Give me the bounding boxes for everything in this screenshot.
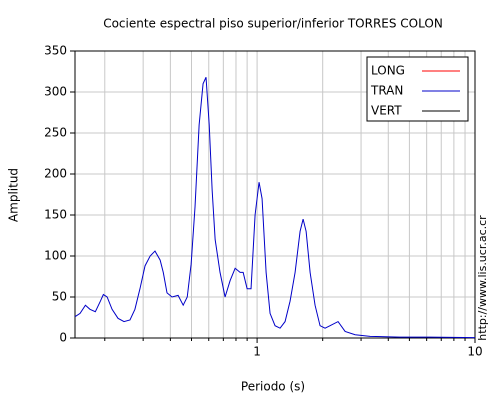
legend-box xyxy=(366,56,469,122)
y-tick-label: 300 xyxy=(44,85,67,99)
x-tick-label: 10 xyxy=(467,345,482,359)
y-axis-label: Amplitud xyxy=(7,168,21,222)
legend-label: VERT xyxy=(371,104,402,118)
legend-label: LONG xyxy=(371,64,405,78)
plot-frame xyxy=(74,50,476,339)
y-tick-label: 250 xyxy=(44,126,67,140)
y-tick-label: 150 xyxy=(44,208,67,222)
y-tick-label: 50 xyxy=(52,290,67,304)
chart-title: Cociente espectral piso superior/inferio… xyxy=(103,17,443,31)
data-line xyxy=(74,77,476,339)
x-axis-label: Periodo (s) xyxy=(241,380,305,394)
x-tick-label: 1 xyxy=(253,345,261,359)
y-tick-label: 200 xyxy=(44,167,67,181)
legend-label: TRAN xyxy=(370,84,403,98)
y-tick-label: 350 xyxy=(44,44,67,58)
y-tick-label: 100 xyxy=(44,249,67,263)
y-tick-label: 0 xyxy=(59,331,67,345)
side-note: http://www.lis.ucr.ac.cr xyxy=(476,215,489,341)
